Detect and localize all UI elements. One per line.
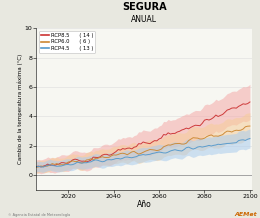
X-axis label: Año: Año (137, 200, 152, 209)
Legend: RCP8.5      ( 14 ), RCP6.0      ( 6 ), RCP4.5      ( 13 ): RCP8.5 ( 14 ), RCP6.0 ( 6 ), RCP4.5 ( 13… (39, 31, 95, 53)
Text: ANUAL: ANUAL (131, 15, 157, 24)
Y-axis label: Cambio de la temperatura máxima (°C): Cambio de la temperatura máxima (°C) (18, 54, 23, 164)
Text: AEMet: AEMet (235, 212, 257, 217)
Text: SEGURA: SEGURA (122, 2, 167, 12)
Text: © Agencia Estatal de Meteorología: © Agencia Estatal de Meteorología (8, 213, 70, 217)
